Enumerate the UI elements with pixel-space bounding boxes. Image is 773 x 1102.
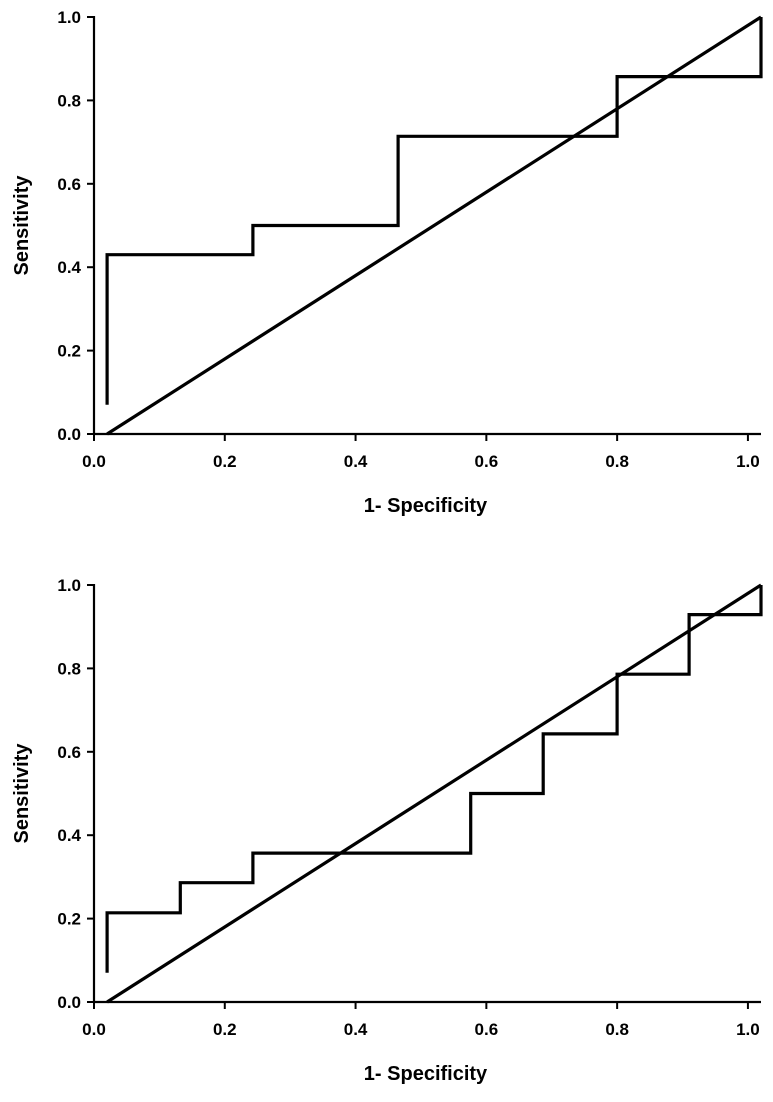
chart1-y-tick-label: 1.0 [57, 8, 81, 27]
chart1-roc-curve [105, 17, 763, 405]
chart2-x-tick-label: 0.2 [213, 1020, 237, 1039]
chart2-x-tick-label: 0.0 [82, 1020, 106, 1039]
chart1-y-tick-label: 0.0 [57, 425, 81, 444]
chart2-x-tick-label: 0.4 [344, 1020, 368, 1039]
chart2-x-tick-label: 0.6 [475, 1020, 499, 1039]
chart2-y-tick-label: 0.4 [57, 826, 81, 845]
chart2-x-tick-label: 0.8 [605, 1020, 629, 1039]
chart1-x-tick-label: 0.8 [605, 452, 629, 471]
chart1-x-tick-label: 0.6 [475, 452, 499, 471]
chart2-x-tick-label: 1.0 [736, 1020, 760, 1039]
chart2-y-axis-title: Sensitivity [11, 743, 33, 844]
chart1-x-axis-title: 1- Specificity [364, 495, 488, 517]
chart2-y-tick-label: 0.8 [57, 659, 81, 678]
chart1-y-tick-label: 0.2 [57, 342, 81, 361]
chart1-y-tick-label: 0.4 [57, 258, 81, 277]
chart2-x-axis-title: 1- Specificity [364, 1063, 488, 1085]
chart1-y-axis-title: Sensitivity [11, 175, 33, 276]
chart1-x-tick-label: 0.4 [344, 452, 368, 471]
chart2-y-tick-label: 0.0 [57, 993, 81, 1012]
chart2-roc-curve [105, 585, 763, 973]
chart2-y-tick-label: 0.6 [57, 743, 81, 762]
chart1-x-tick-label: 1.0 [736, 452, 760, 471]
chart1-y-tick-label: 0.8 [57, 91, 81, 110]
chart2-reference-line [106, 583, 762, 1004]
chart2-y-tick-label: 0.2 [57, 910, 81, 929]
chart1-x-tick-label: 0.0 [82, 452, 106, 471]
chart1-y-tick-label: 0.6 [57, 175, 81, 194]
chart1-reference-line [106, 15, 762, 436]
chart2-y-tick-label: 1.0 [57, 576, 81, 595]
chart1-x-tick-label: 0.2 [213, 452, 237, 471]
